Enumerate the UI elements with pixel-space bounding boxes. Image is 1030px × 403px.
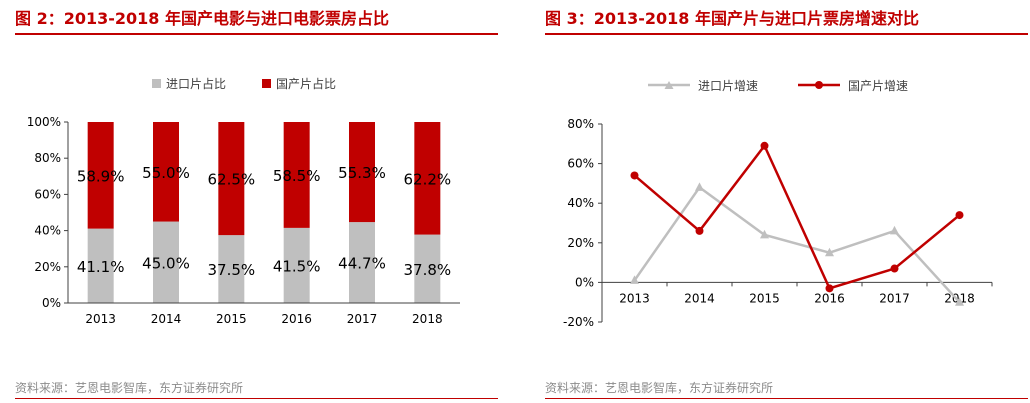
right-line-chart: 进口片增速 国产片增速 -20% 0% 20% 40% 60% 80% 2013 2014 2015… (563, 79, 993, 329)
bar-segment-domestic (349, 122, 375, 223)
y-tick-label: 80% (567, 117, 594, 131)
data-point-domestic (695, 226, 704, 235)
right-source-note: 资料来源：艺恩电影智库，东方证券研究所 (545, 381, 774, 395)
y-tick-label: 0% (42, 296, 61, 310)
legend-label-1: 进口片占比 (166, 76, 226, 91)
left-stacked-bar-chart: 进口片占比 国产片占比 0% 20% 40% 60% 80% 100% 41.1% 58.9% 20… (27, 76, 460, 326)
x-tick-label: 2017 (347, 312, 378, 326)
data-point-imported (760, 229, 769, 239)
legend-label-2: 国产片增速 (848, 79, 908, 93)
legend-swatch-2 (262, 79, 271, 88)
right-bottom-rule (545, 398, 1028, 399)
left-bottom-rule (15, 398, 498, 399)
data-point-imported (825, 247, 834, 257)
right-title-rule (545, 33, 1028, 35)
series-line-domestic (633, 143, 961, 290)
data-point-domestic (630, 171, 639, 180)
y-tick-label: 20% (34, 260, 61, 274)
x-tick-label: 2014 (684, 291, 715, 305)
legend-marker-circle (815, 81, 823, 89)
y-tick-label: 80% (34, 151, 61, 165)
data-label-domestic: 62.2% (404, 170, 452, 188)
left-source-note: 资料来源：艺恩电影智库，东方证券研究所 (15, 381, 244, 395)
y-tick-label: 100% (27, 115, 61, 129)
y-tick-label: -20% (563, 315, 594, 329)
legend-swatch-1 (152, 79, 161, 88)
bar-segment-imported (153, 221, 179, 303)
y-tick-label: 40% (34, 224, 61, 238)
y-tick-label: 0% (575, 275, 594, 289)
data-label-domestic: 58.5% (273, 167, 321, 185)
data-label-imported: 41.1% (77, 258, 125, 276)
bar-segment-domestic (87, 122, 114, 229)
x-tick-label: 2013 (85, 312, 116, 326)
data-label-imported: 41.5% (273, 257, 321, 275)
data-label-domestic: 62.5% (208, 171, 256, 189)
bar-segment-domestic (153, 122, 179, 222)
bar-segment-imported (283, 227, 310, 303)
legend-marker-triangle (664, 81, 674, 89)
data-label-imported: 37.5% (208, 261, 256, 279)
bar-segment-domestic (283, 122, 310, 228)
data-label-imported: 45.0% (142, 254, 190, 272)
data-point-imported (890, 225, 899, 235)
y-tick-label: 40% (567, 196, 594, 210)
bar-segment-imported (349, 222, 375, 303)
bar-segment-imported (414, 234, 441, 303)
data-point-domestic (955, 211, 964, 220)
x-tick-label: 2013 (619, 291, 650, 305)
data-label-domestic: 58.9% (77, 167, 125, 185)
series-line-imported (633, 185, 961, 304)
y-tick-label: 60% (567, 157, 594, 171)
data-label-domestic: 55.3% (338, 164, 386, 182)
bar-segment-imported (87, 228, 114, 303)
legend-label-1: 进口片增速 (698, 79, 758, 93)
data-point-imported (630, 275, 639, 284)
data-point-domestic (825, 284, 834, 293)
bar-segment-imported (218, 235, 245, 303)
left-figure-title: 图 2：2013-2018 年国产电影与进口电影票房占比 (15, 9, 389, 28)
x-tick-label: 2015 (749, 291, 780, 305)
data-point-imported (695, 182, 704, 191)
left-title-rule (15, 33, 498, 35)
data-point-domestic (760, 141, 769, 150)
y-tick-label: 20% (567, 236, 594, 250)
bar-segment-domestic (218, 122, 245, 236)
data-label-imported: 37.8% (404, 261, 452, 279)
x-tick-label: 2014 (151, 312, 182, 326)
data-label-domestic: 55.0% (142, 164, 190, 182)
right-figure-title: 图 3：2013-2018 年国产片与进口片票房增速对比 (545, 9, 919, 28)
data-point-imported (955, 297, 964, 306)
y-tick-label: 60% (34, 187, 61, 201)
legend-label-2: 国产片占比 (276, 76, 336, 91)
x-tick-label: 2018 (412, 312, 443, 326)
x-tick-label: 2016 (814, 291, 845, 305)
bar-segment-domestic (414, 122, 441, 235)
x-tick-label: 2015 (216, 312, 247, 326)
x-tick-label: 2017 (879, 291, 910, 305)
data-label-imported: 44.7% (338, 255, 386, 273)
data-point-domestic (890, 264, 899, 273)
x-tick-label: 2016 (281, 312, 312, 326)
